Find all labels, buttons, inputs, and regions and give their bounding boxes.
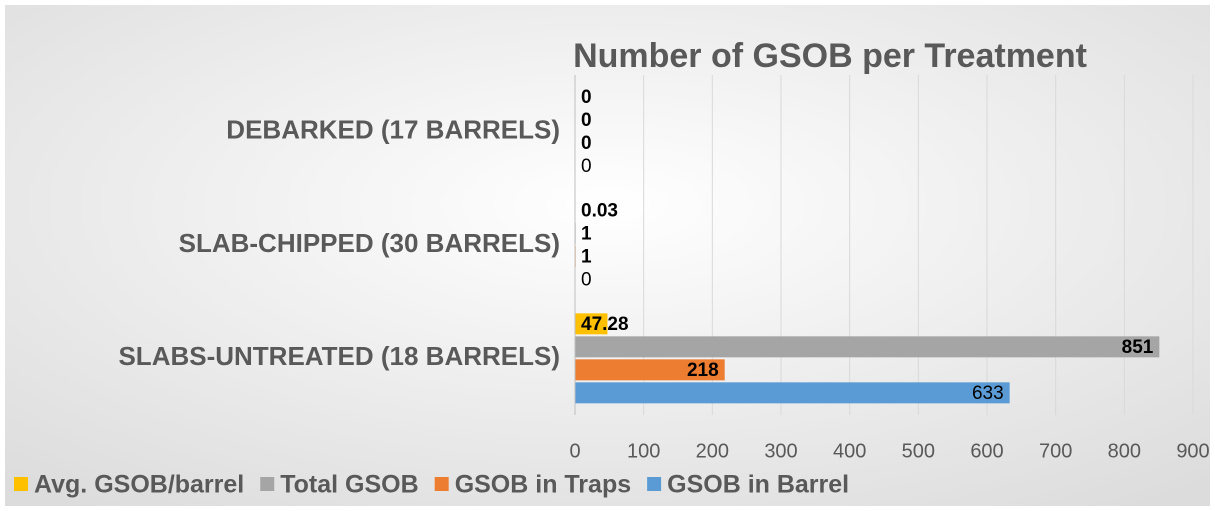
legend-label: Avg. GSOB/barrel: [34, 471, 244, 499]
data-label: 0: [581, 270, 592, 291]
x-tick-label: 500: [902, 440, 935, 462]
legend-label: GSOB in Traps: [455, 471, 631, 499]
legend-swatch: [647, 477, 662, 491]
legend-swatch: [434, 477, 449, 491]
legend-swatch: [14, 477, 28, 491]
background: [5, 5, 1210, 506]
legend-label: Total GSOB: [280, 471, 418, 499]
data-label: 0: [581, 87, 592, 108]
data-label: 47.28: [581, 314, 629, 335]
bar: [575, 382, 1010, 404]
data-label: 0: [581, 110, 592, 131]
bar: [575, 313, 608, 335]
x-tick-label: 0: [569, 440, 580, 462]
bar: [575, 359, 725, 381]
x-tick-label: 300: [764, 440, 797, 462]
data-label: 1: [581, 224, 592, 245]
data-label: 0.03: [581, 201, 618, 222]
x-tick-label: 700: [1039, 440, 1072, 462]
bar: [575, 336, 1160, 358]
chart-title: Number of GSOB per Treatment: [573, 37, 1087, 75]
data-label: 851: [1122, 337, 1154, 358]
x-tick-label: 600: [970, 440, 1003, 462]
data-label: 0: [581, 156, 592, 177]
data-label: 1: [581, 247, 592, 268]
category-label: DEBARKED (17 BARRELS): [226, 115, 560, 145]
x-tick-label: 900: [1176, 440, 1209, 462]
x-tick-label: 800: [1108, 440, 1141, 462]
category-label: SLABS-UNTREATED (18 BARRELS): [118, 341, 560, 371]
data-label: 0: [581, 133, 592, 154]
data-label: 218: [687, 360, 719, 381]
x-tick-label: 100: [627, 440, 660, 462]
x-tick-label: 200: [696, 440, 729, 462]
x-tick-label: 400: [833, 440, 866, 462]
legend-swatch: [260, 477, 275, 491]
data-label: 633: [972, 383, 1004, 404]
category-label: SLAB-CHIPPED (30 BARRELS): [179, 228, 560, 258]
legend-label: GSOB in Barrel: [667, 471, 849, 499]
